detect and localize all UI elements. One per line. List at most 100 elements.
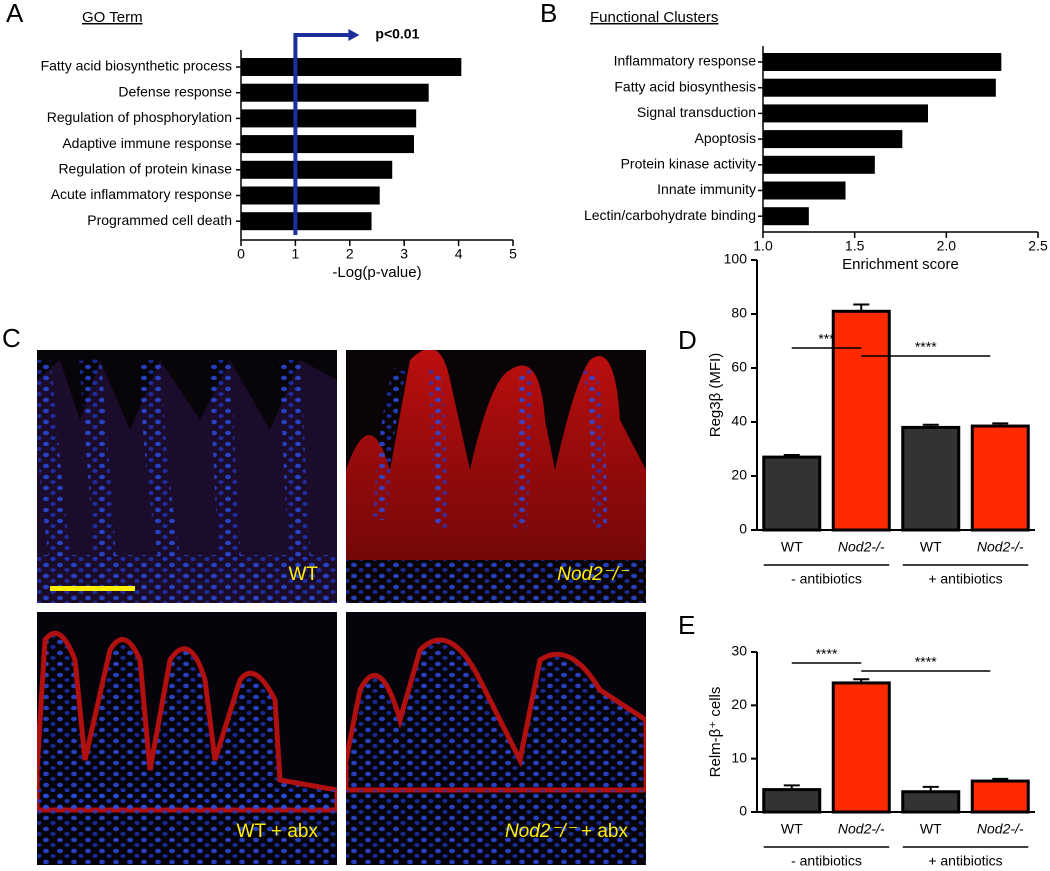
significance-label: *** bbox=[818, 331, 835, 347]
x-tick-label: Nod2-/- bbox=[977, 821, 1024, 837]
bar bbox=[241, 160, 393, 179]
category-label: Adaptive immune response bbox=[62, 135, 232, 151]
x-tick-label: 1.0 bbox=[753, 238, 773, 254]
category-label: Acute inflammatory response bbox=[51, 186, 233, 202]
x-tick-label: Nod2-/- bbox=[838, 539, 885, 555]
bar bbox=[970, 424, 1030, 532]
category-label: Protein kinase activity bbox=[621, 156, 756, 172]
x-tick-label: 2.5 bbox=[1028, 238, 1048, 254]
panel-label: B bbox=[540, 0, 557, 28]
threshold-arrow bbox=[348, 29, 360, 41]
category-label: Signal transduction bbox=[637, 104, 756, 120]
micrograph-wt bbox=[37, 350, 337, 603]
bar bbox=[241, 109, 417, 128]
category-label: Apoptosis bbox=[695, 130, 756, 146]
panel-label: C bbox=[2, 323, 21, 353]
bar bbox=[831, 309, 891, 532]
x-tick-label: WT bbox=[920, 539, 942, 555]
category-label: Fatty acid biosynthesis bbox=[614, 78, 756, 94]
group-label: + antibiotics bbox=[928, 853, 1002, 869]
group-label: + antibiotics bbox=[928, 571, 1002, 587]
scale-bar bbox=[50, 586, 135, 591]
bar bbox=[763, 155, 875, 174]
x-axis-label: -Log(p-value) bbox=[332, 264, 421, 281]
category-label: Fatty acid biosynthetic process bbox=[41, 58, 232, 74]
label-part: Nod2⁻/⁻ bbox=[505, 821, 578, 842]
threshold-label: p<0.01 bbox=[375, 26, 419, 42]
x-tick-label: Nod2-/- bbox=[977, 539, 1024, 555]
label-part: WT bbox=[288, 564, 318, 585]
significance-label: **** bbox=[915, 654, 937, 670]
bar bbox=[763, 181, 846, 200]
bar bbox=[762, 455, 822, 532]
panel-label: D bbox=[678, 325, 697, 355]
micrograph-nod2-abx bbox=[346, 612, 646, 865]
x-tick-label: WT bbox=[781, 539, 803, 555]
y-axis-label: Reg3β (MFI) bbox=[707, 353, 724, 437]
panel-label: A bbox=[6, 0, 24, 28]
label-part: + abx bbox=[576, 821, 629, 842]
category-label: Regulation of protein kinase bbox=[58, 161, 232, 177]
micrograph-label: Nod2⁻/⁻ bbox=[557, 564, 630, 585]
y-tick-label: 80 bbox=[731, 305, 747, 321]
x-tick-label: 1.5 bbox=[845, 238, 865, 254]
x-tick-label: 4 bbox=[455, 246, 463, 262]
y-tick-label: 60 bbox=[731, 359, 747, 375]
bar bbox=[241, 83, 429, 102]
y-tick-label: 40 bbox=[731, 413, 747, 429]
category-label: Defense response bbox=[118, 83, 232, 99]
x-tick-label: Nod2-/- bbox=[838, 821, 885, 837]
y-tick-label: 100 bbox=[724, 251, 748, 267]
x-tick-label: 3 bbox=[400, 246, 408, 262]
category-label: Inflammatory response bbox=[614, 53, 757, 69]
x-axis-label: Enrichment score bbox=[842, 256, 959, 273]
threshold-line bbox=[293, 33, 351, 235]
x-tick-label: 2.0 bbox=[937, 238, 957, 254]
bar bbox=[763, 207, 809, 226]
x-tick-label: 5 bbox=[509, 246, 517, 262]
panel-label: E bbox=[678, 610, 695, 640]
x-tick-label: 0 bbox=[237, 246, 245, 262]
micrograph-label: Nod2⁻/⁻ + abx bbox=[505, 821, 629, 842]
bar bbox=[763, 78, 996, 97]
category-label: Innate immunity bbox=[657, 181, 756, 197]
y-tick-label: 0 bbox=[739, 803, 747, 819]
bar bbox=[901, 425, 961, 532]
chart-title: GO Term bbox=[82, 9, 143, 26]
y-tick-label: 20 bbox=[731, 696, 747, 712]
bar bbox=[241, 212, 372, 231]
bar bbox=[763, 53, 1002, 71]
y-tick-label: 10 bbox=[731, 749, 747, 765]
category-label: Regulation of phosphorylation bbox=[47, 109, 232, 125]
bar bbox=[241, 135, 414, 154]
significance-label: **** bbox=[816, 646, 838, 662]
x-tick-label: 1 bbox=[292, 246, 300, 262]
bar bbox=[241, 58, 462, 76]
y-tick-label: 20 bbox=[731, 467, 747, 483]
chart-title: Functional Clusters bbox=[590, 9, 718, 26]
bar bbox=[970, 779, 1030, 814]
y-axis-label: Relm-β⁺ cells bbox=[707, 687, 724, 778]
category-label: Lectin/carbohydrate binding bbox=[584, 207, 756, 223]
group-label: - antibiotics bbox=[791, 853, 862, 869]
category-label: Programmed cell death bbox=[87, 212, 232, 228]
x-tick-label: WT bbox=[920, 821, 942, 837]
x-tick-label: WT bbox=[781, 821, 803, 837]
bar bbox=[901, 790, 961, 814]
y-tick-label: 0 bbox=[739, 521, 747, 537]
micrograph-wt-abx bbox=[37, 612, 337, 865]
micrograph-nod2 bbox=[346, 350, 646, 603]
significance-label: **** bbox=[915, 339, 937, 355]
bar bbox=[762, 788, 822, 814]
group-label: - antibiotics bbox=[791, 571, 862, 587]
x-tick-label: 2 bbox=[346, 246, 354, 262]
bar bbox=[763, 130, 903, 149]
bar bbox=[241, 186, 380, 205]
label-part: Nod2⁻/⁻ bbox=[557, 564, 630, 585]
bar bbox=[763, 104, 928, 123]
y-tick-label: 30 bbox=[731, 643, 747, 659]
label-part: WT + abx bbox=[237, 821, 319, 842]
bar bbox=[831, 681, 891, 814]
micrograph-label: WT bbox=[288, 564, 318, 585]
